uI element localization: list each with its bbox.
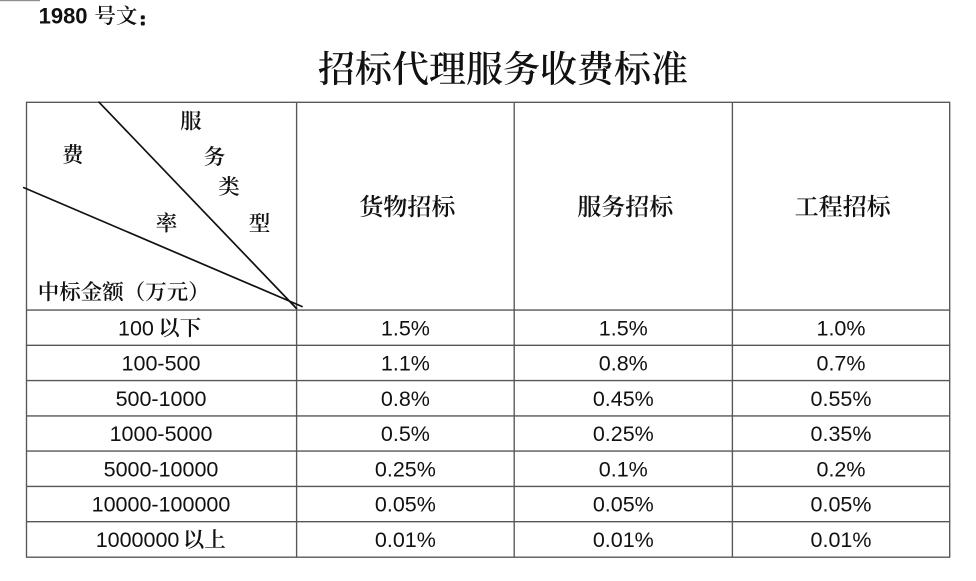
svg-text:0.7%: 0.7%	[816, 352, 865, 376]
svg-text:0.05%: 0.05%	[593, 493, 654, 517]
svg-text:10000-100000: 10000-100000	[92, 493, 231, 517]
svg-text:5000-10000: 5000-10000	[104, 457, 219, 481]
svg-text:1000000: 1000000	[96, 528, 180, 552]
svg-text:0.45%: 0.45%	[593, 387, 654, 411]
svg-text:0.01%: 0.01%	[593, 528, 654, 552]
svg-text:1000-5000: 1000-5000	[110, 422, 213, 446]
svg-text:1.1%: 1.1%	[381, 352, 430, 376]
svg-text:0.05%: 0.05%	[375, 493, 436, 517]
svg-text:0.1%: 0.1%	[599, 457, 648, 481]
svg-text:0.35%: 0.35%	[811, 422, 872, 446]
svg-text:1980: 1980	[39, 4, 88, 29]
svg-text:1.5%: 1.5%	[599, 316, 648, 340]
svg-text:1.5%: 1.5%	[381, 316, 430, 340]
svg-text:500-1000: 500-1000	[116, 387, 207, 411]
svg-text:100-500: 100-500	[122, 352, 201, 376]
svg-text:0.01%: 0.01%	[811, 528, 872, 552]
svg-text:0.8%: 0.8%	[381, 387, 430, 411]
svg-text:0.8%: 0.8%	[599, 352, 648, 376]
svg-text:0.2%: 0.2%	[816, 457, 865, 481]
svg-text:0.05%: 0.05%	[811, 493, 872, 517]
svg-text:1.0%: 1.0%	[816, 316, 865, 340]
svg-text:0.5%: 0.5%	[381, 422, 430, 446]
svg-text:0.25%: 0.25%	[375, 457, 436, 481]
svg-text:0.25%: 0.25%	[593, 422, 654, 446]
svg-text:0.01%: 0.01%	[375, 528, 436, 552]
svg-text:0.55%: 0.55%	[811, 387, 872, 411]
svg-text:100: 100	[118, 316, 154, 340]
